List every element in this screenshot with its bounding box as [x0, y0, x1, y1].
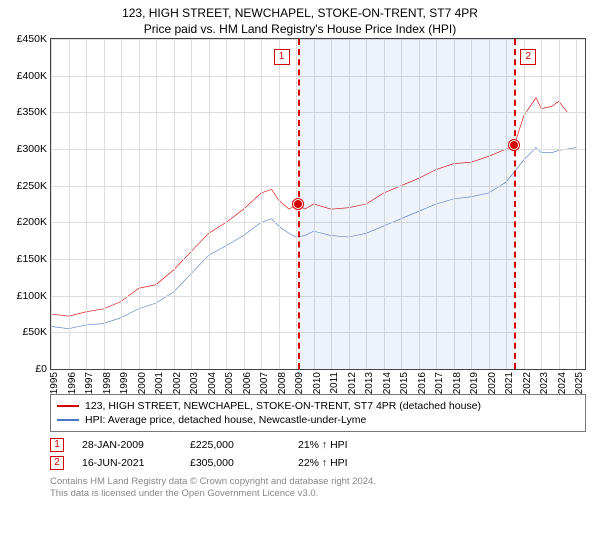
event-badge: 1: [274, 49, 290, 65]
x-tick: 1999: [119, 372, 130, 394]
x-tick: 2015: [399, 372, 410, 394]
y-tick: £300K: [17, 143, 47, 155]
x-tick: 2002: [172, 372, 183, 394]
legend-box: 123, HIGH STREET, NEWCHAPEL, STOKE-ON-TR…: [50, 394, 586, 432]
sale-date: 16-JUN-2021: [82, 457, 172, 469]
x-tick: 2011: [329, 372, 340, 394]
sale-delta: 22% ↑ HPI: [298, 457, 388, 469]
x-tick: 1996: [67, 372, 78, 394]
footer-line: Contains HM Land Registry data © Crown c…: [50, 476, 586, 488]
x-tick: 2025: [574, 372, 585, 394]
sale-price: £305,000: [190, 457, 280, 469]
legend-row: HPI: Average price, detached house, Newc…: [57, 413, 579, 427]
chart-titles: 123, HIGH STREET, NEWCHAPEL, STOKE-ON-TR…: [0, 0, 600, 38]
x-tick: 2014: [382, 372, 393, 394]
y-tick: £200K: [17, 216, 47, 228]
legend-label: HPI: Average price, detached house, Newc…: [85, 414, 366, 426]
y-tick: £100K: [17, 290, 47, 302]
x-tick: 2022: [522, 372, 533, 394]
y-tick: £50K: [22, 326, 47, 338]
x-tick: 2018: [452, 372, 463, 394]
title-address: 123, HIGH STREET, NEWCHAPEL, STOKE-ON-TR…: [4, 6, 596, 20]
x-tick: 2004: [207, 372, 218, 394]
y-tick: £400K: [17, 70, 47, 82]
x-tick: 2013: [364, 372, 375, 394]
plot-box: £0£50K£100K£150K£200K£250K£300K£350K£400…: [50, 38, 586, 370]
sale-row: 2 16-JUN-2021 £305,000 22% ↑ HPI: [50, 454, 586, 472]
sale-price: £225,000: [190, 439, 280, 451]
legend-row: 123, HIGH STREET, NEWCHAPEL, STOKE-ON-TR…: [57, 399, 579, 413]
x-tick: 2006: [242, 372, 253, 394]
y-tick: £350K: [17, 106, 47, 118]
y-tick: £150K: [17, 253, 47, 265]
x-tick: 2023: [539, 372, 550, 394]
legend-label: 123, HIGH STREET, NEWCHAPEL, STOKE-ON-TR…: [85, 400, 481, 412]
footer-attribution: Contains HM Land Registry data © Crown c…: [50, 476, 586, 501]
sale-delta: 21% ↑ HPI: [298, 439, 388, 451]
x-tick: 2001: [154, 372, 165, 394]
x-tick: 2007: [259, 372, 270, 394]
x-tick: 1998: [102, 372, 113, 394]
x-tick: 1997: [84, 372, 95, 394]
x-tick: 2017: [434, 372, 445, 394]
x-tick: 2012: [347, 372, 358, 394]
sale-marker: [509, 140, 519, 150]
chart-area: £0£50K£100K£150K£200K£250K£300K£350K£400…: [50, 38, 586, 388]
x-tick: 2020: [487, 372, 498, 394]
sales-table: 1 28-JAN-2009 £225,000 21% ↑ HPI 2 16-JU…: [50, 436, 586, 472]
event-badge: 2: [520, 49, 536, 65]
y-tick: £0: [35, 363, 47, 375]
sale-badge: 2: [50, 456, 64, 470]
x-tick: 2000: [137, 372, 148, 394]
footer-line: This data is licensed under the Open Gov…: [50, 488, 586, 500]
sale-date: 28-JAN-2009: [82, 439, 172, 451]
x-tick: 2010: [312, 372, 323, 394]
sale-row: 1 28-JAN-2009 £225,000 21% ↑ HPI: [50, 436, 586, 454]
x-tick: 2009: [294, 372, 305, 394]
sale-badge: 1: [50, 438, 64, 452]
x-tick: 2003: [189, 372, 200, 394]
sale-marker: [293, 199, 303, 209]
legend-swatch: [57, 405, 79, 407]
y-tick: £450K: [17, 33, 47, 45]
x-tick: 2024: [557, 372, 568, 394]
x-tick: 2008: [277, 372, 288, 394]
title-subtitle: Price paid vs. HM Land Registry's House …: [4, 22, 596, 36]
x-tick: 2019: [469, 372, 480, 394]
x-tick: 2021: [504, 372, 515, 394]
x-tick: 1995: [49, 372, 60, 394]
x-tick: 2005: [224, 372, 235, 394]
legend-swatch: [57, 419, 79, 421]
x-tick: 2016: [417, 372, 428, 394]
y-tick: £250K: [17, 180, 47, 192]
